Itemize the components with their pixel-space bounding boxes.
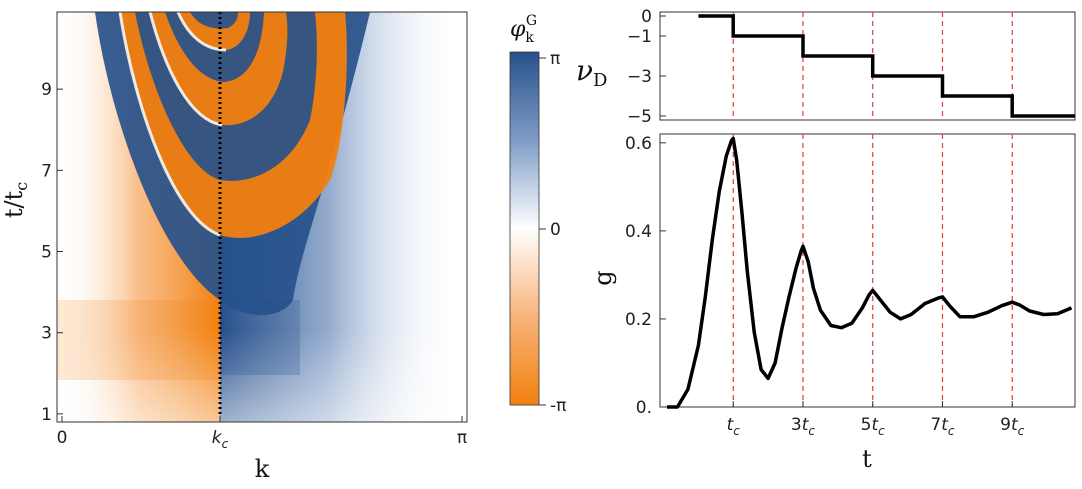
nu-ylabel: νD [576, 54, 607, 91]
phase-heatmap [57, 12, 467, 422]
g-y-tick-label: 0.2 [625, 310, 652, 330]
heatmap-x-tick-label: kc [212, 428, 229, 451]
g-x-tick-label: tc [727, 415, 741, 438]
heatmap-y-tick-label: 7 [41, 161, 52, 181]
nu-step-line [698, 14, 1075, 118]
colorbar-ticks: π 0 -π [539, 49, 566, 416]
g-panel-frame [659, 133, 1076, 408]
colorbar [509, 51, 540, 406]
nu-step-series [698, 14, 1075, 118]
g-y-ticks: 0. 0.2 0.4 0.6 [625, 134, 666, 418]
g-ylabel: g [589, 270, 617, 285]
nu-y-tick-label: −1 [627, 27, 652, 47]
g-curve [667, 136, 1073, 409]
heatmap-y-tick-label: 3 [41, 324, 52, 344]
g-x-tick-label: 9tc [1000, 415, 1024, 438]
g-x-tick-label: 7tc [930, 415, 955, 438]
colorbar-tick-label: π [550, 49, 560, 69]
heatmap-y-ticks: 1 3 5 7 9 [41, 80, 63, 425]
g-y-tick-label: 0.4 [625, 222, 652, 242]
nu-y-tick-label: −3 [627, 67, 652, 87]
g-y-tick-label: 0.6 [625, 134, 652, 154]
heatmap-y-tick-label: 9 [41, 80, 52, 100]
heatmap-x-ticks: 0 kc π [57, 416, 467, 451]
g-y-tick-label: 0. [636, 398, 652, 418]
heatmap-y-tick-label: 5 [41, 243, 52, 263]
colorbar-tick-label: 0 [550, 220, 561, 240]
nu-panel-frame [659, 11, 1076, 121]
heatmap-ylabel: t/tc [0, 182, 31, 218]
nu-y-ticks: 0−1 −3 −5 [627, 7, 666, 127]
heatmap-frame [56, 11, 468, 423]
g-x-ticks: tc 3tc 5tc 7tc 9tc [727, 401, 1025, 438]
g-xlabel: t [862, 445, 872, 473]
colorbar-label: φkG [510, 13, 537, 46]
colorbar-tick-label: -π [550, 396, 566, 416]
g-x-tick-label: 3tc [791, 415, 816, 438]
heatmap-xlabel: k [255, 455, 270, 483]
g-x-tick-label: 5tc [861, 415, 886, 438]
g-line-series [667, 136, 1073, 409]
nu-y-tick-label: 0 [641, 7, 652, 27]
heatmap-x-tick-label: 0 [57, 428, 68, 448]
g-vertical-markers [732, 134, 1013, 407]
heatmap-x-tick-label: π [457, 428, 467, 448]
heatmap-y-tick-label: 1 [41, 405, 52, 425]
nu-y-tick-label: −5 [627, 107, 652, 127]
